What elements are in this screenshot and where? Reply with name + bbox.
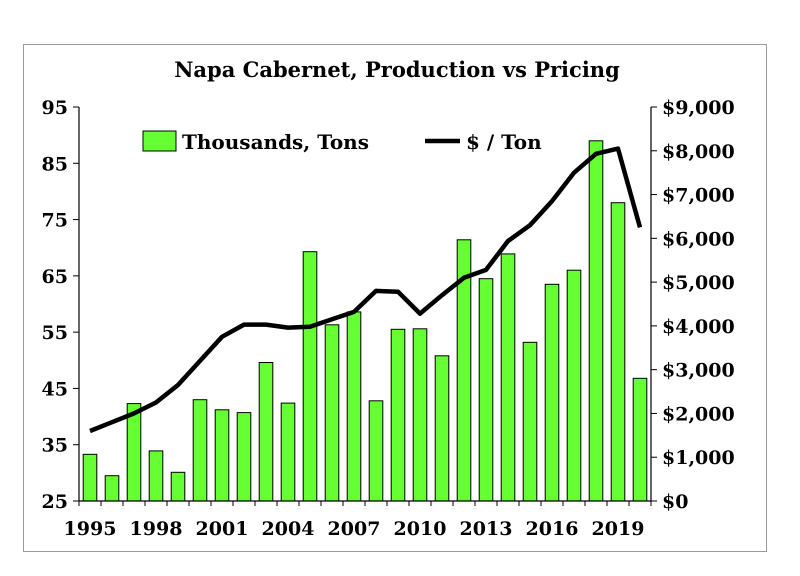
bar-2004: [280, 402, 296, 502]
right-tick-label: $9,000: [662, 97, 735, 119]
bar-2009: [390, 328, 406, 502]
legend: Thousands, Tons $ / Ton: [142, 130, 542, 154]
x-tick-label: 2007: [328, 518, 381, 540]
x-tick-label: 2001: [196, 518, 249, 540]
bar-1998: [148, 450, 164, 502]
bar-1995: [82, 453, 98, 502]
x-tick-label: 1998: [130, 518, 183, 540]
right-tick-label: $0: [662, 491, 688, 513]
x-tick-label: 2019: [592, 518, 645, 540]
x-tick-label: 1995: [64, 518, 117, 540]
bar-2006: [324, 324, 340, 502]
right-tick-label: $3,000: [662, 360, 735, 382]
bar-2001: [214, 409, 230, 502]
bar-series: [82, 140, 648, 502]
bar-2005: [302, 251, 318, 502]
right-tick-label: $2,000: [662, 403, 735, 425]
bar-2013: [478, 278, 494, 502]
bar-2003: [258, 362, 274, 502]
left-axis-ticks: 25 35 45 55 65 75 85 95: [42, 97, 79, 513]
bar-2020: [632, 377, 648, 502]
left-tick-label: 35: [42, 435, 68, 457]
bar-1997: [126, 403, 142, 502]
right-tick-label: $8,000: [662, 141, 735, 163]
left-tick-label: 45: [42, 378, 68, 400]
legend-bar-swatch: [142, 130, 177, 152]
chart-title: Napa Cabernet, Production vs Pricing: [174, 57, 620, 82]
right-tick-label: $7,000: [662, 185, 735, 207]
x-tick-label: 2004: [262, 518, 315, 540]
right-tick-label: $1,000: [662, 447, 735, 469]
legend-line-label: $ / Ton: [466, 130, 542, 154]
bar-2014: [500, 253, 516, 502]
left-tick-label: 85: [42, 153, 68, 175]
x-tick-label: 2016: [526, 518, 579, 540]
bar-1996: [104, 475, 120, 502]
right-tick-label: $4,000: [662, 316, 735, 338]
bar-2007: [346, 311, 362, 502]
bar-1999: [170, 471, 186, 502]
bar-2010: [412, 328, 428, 502]
bar-2017: [566, 269, 582, 502]
x-tick-label: 2013: [460, 518, 513, 540]
bar-2018: [588, 140, 604, 502]
x-axis-ticks: 1995 1998 2001 2004 2007 2010 2013 2016 2019: [64, 501, 652, 540]
x-tick-label: 2010: [394, 518, 447, 540]
price-line: [89, 146, 643, 434]
bar-2008: [368, 400, 384, 502]
left-tick-label: 95: [42, 97, 68, 119]
bar-2015: [522, 341, 538, 502]
bar-2016: [544, 283, 560, 502]
right-tick-label: $6,000: [662, 228, 735, 250]
bar-2000: [192, 399, 208, 502]
left-tick-label: 25: [42, 491, 68, 513]
bar-2011: [434, 355, 450, 502]
bar-2002: [236, 412, 252, 502]
bar-2019: [610, 202, 626, 502]
left-tick-label: 75: [42, 210, 68, 232]
legend-bar-label: Thousands, Tons: [182, 130, 369, 154]
left-tick-label: 65: [42, 266, 68, 288]
right-tick-label: $5,000: [662, 272, 735, 294]
right-axis-ticks: $0 $1,000 $2,000 $3,000 $4,000 $5,000 $6,000 $7…: [651, 97, 735, 513]
left-tick-label: 55: [42, 322, 68, 344]
